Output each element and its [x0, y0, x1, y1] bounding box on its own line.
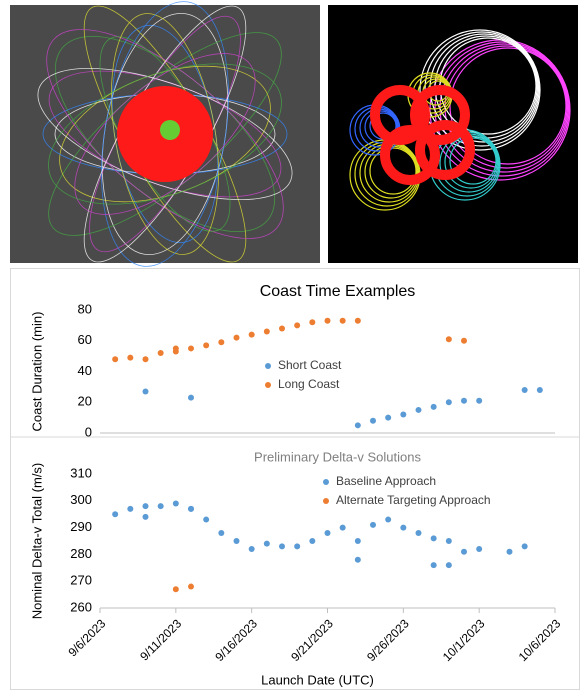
y-tick-label: 280	[70, 546, 92, 561]
y-tick-label: 290	[70, 519, 92, 534]
y-tick-label: 270	[70, 573, 92, 588]
data-point	[385, 415, 391, 421]
data-point	[249, 546, 255, 552]
data-point	[522, 543, 528, 549]
orbit-center	[160, 120, 180, 140]
data-point	[203, 517, 209, 523]
data-point	[127, 506, 133, 512]
data-point	[370, 418, 376, 424]
data-point	[143, 514, 149, 520]
data-point	[188, 345, 194, 351]
data-point	[446, 538, 452, 544]
data-point	[112, 511, 118, 517]
legend-marker	[323, 498, 329, 504]
data-point	[173, 586, 179, 592]
data-point	[309, 319, 315, 325]
data-point	[188, 506, 194, 512]
data-point	[461, 398, 467, 404]
legend-label: Long Coast	[278, 377, 340, 391]
data-point	[446, 399, 452, 405]
data-point	[355, 422, 361, 428]
data-point	[188, 395, 194, 401]
data-point	[218, 339, 224, 345]
data-point	[446, 336, 452, 342]
y-tick-label: 80	[78, 301, 92, 316]
legend-marker	[265, 382, 271, 388]
y-tick-label: 40	[78, 363, 92, 378]
y-tick-label: 0	[85, 424, 92, 439]
data-point	[431, 535, 437, 541]
data-point	[143, 503, 149, 509]
figure: Coast Time Examples Coast Duration (min) 0…	[0, 0, 588, 692]
data-point	[143, 388, 149, 394]
y-axis-title: Coast Duration (min)	[29, 312, 44, 432]
legend-label: Short Coast	[278, 358, 342, 372]
data-point	[309, 538, 315, 544]
data-point	[173, 500, 179, 506]
data-point	[203, 342, 209, 348]
data-point	[461, 338, 467, 344]
data-point	[112, 356, 118, 362]
data-point	[279, 543, 285, 549]
data-point	[294, 322, 300, 328]
data-point	[249, 332, 255, 338]
data-point	[234, 538, 240, 544]
data-point	[158, 350, 164, 356]
data-point	[431, 404, 437, 410]
data-point	[279, 325, 285, 331]
y-tick-label: 20	[78, 394, 92, 409]
data-point	[446, 562, 452, 568]
data-point	[400, 412, 406, 418]
data-point	[355, 557, 361, 563]
chart-title: Coast Time Examples	[260, 283, 416, 300]
data-point	[416, 530, 422, 536]
data-point	[340, 525, 346, 531]
legend-label: Alternate Targeting Approach	[336, 493, 491, 507]
y-tick-label: 60	[78, 332, 92, 347]
data-point	[173, 345, 179, 351]
data-point	[127, 355, 133, 361]
data-point	[355, 538, 361, 544]
data-point	[461, 549, 467, 555]
data-point	[400, 525, 406, 531]
legend-label: Baseline Approach	[336, 474, 436, 488]
data-point	[370, 522, 376, 528]
y-axis-title: Nominal Delta-v Total (m/s)	[29, 463, 44, 620]
data-point	[158, 503, 164, 509]
data-point	[476, 398, 482, 404]
data-point	[188, 584, 194, 590]
data-point	[431, 562, 437, 568]
data-point	[355, 318, 361, 324]
legend-marker	[323, 479, 329, 485]
data-point	[264, 329, 270, 335]
legend-marker	[265, 363, 271, 369]
data-point	[416, 407, 422, 413]
data-point	[507, 549, 513, 555]
y-tick-label: 310	[70, 465, 92, 480]
data-point	[385, 517, 391, 523]
data-point	[325, 530, 331, 536]
chart-title: Preliminary Delta-v Solutions	[254, 449, 421, 464]
data-point	[325, 318, 331, 324]
data-point	[234, 335, 240, 341]
y-tick-label: 300	[70, 492, 92, 507]
data-point	[522, 387, 528, 393]
data-point	[294, 543, 300, 549]
data-point	[476, 546, 482, 552]
x-axis-title: Launch Date (UTC)	[261, 672, 374, 687]
data-point	[264, 541, 270, 547]
data-point	[218, 530, 224, 536]
data-point	[143, 356, 149, 362]
data-point	[340, 318, 346, 324]
y-tick-label: 260	[70, 599, 92, 614]
data-point	[537, 387, 543, 393]
